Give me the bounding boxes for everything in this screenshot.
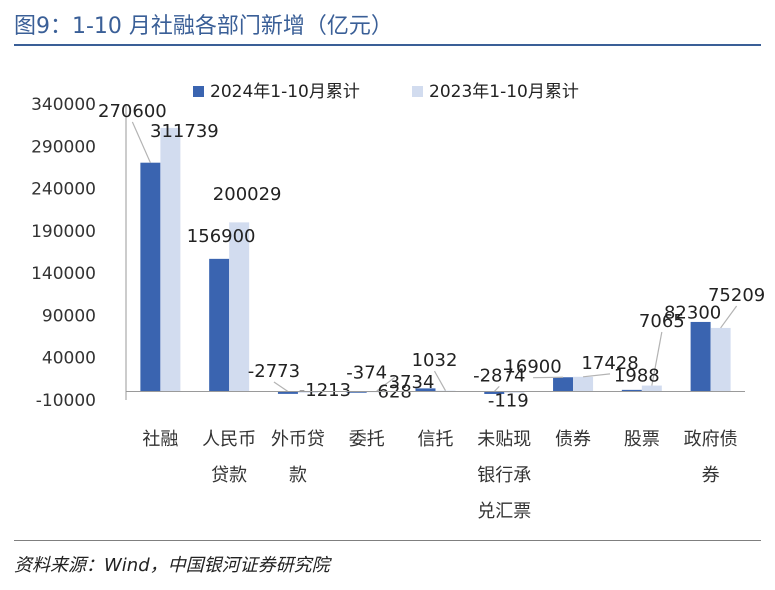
- legend-label: 2023年1-10月累计: [429, 82, 579, 102]
- data-label: -2773: [248, 361, 300, 382]
- y-tick-label: 240000: [31, 180, 96, 200]
- data-label: 82300: [664, 302, 721, 323]
- category-label: 人民币: [202, 429, 256, 450]
- data-label: -119: [488, 391, 529, 412]
- leader-line: [493, 385, 500, 392]
- leader-line: [720, 305, 738, 329]
- bar: [641, 385, 662, 392]
- data-label: 16900: [504, 357, 561, 378]
- category-label: 股票: [624, 429, 660, 450]
- y-tick-label: 40000: [42, 349, 96, 369]
- data-label: 17428: [581, 353, 638, 374]
- data-label: 1032: [412, 350, 458, 371]
- y-tick-label: 190000: [31, 222, 96, 242]
- bar: [710, 327, 731, 392]
- category-label: 款: [289, 465, 307, 486]
- leader-line: [582, 373, 611, 378]
- bar: [573, 376, 594, 392]
- bar: [621, 389, 642, 392]
- y-tick-label: 90000: [42, 306, 96, 326]
- figure-title: 图9：1-10 月社融各部门新增（亿元）: [14, 14, 393, 39]
- bar: [277, 391, 298, 394]
- y-tick-label: 140000: [31, 264, 96, 284]
- category-label: 信托: [418, 429, 454, 450]
- bar: [229, 222, 250, 392]
- leader-line: [433, 370, 447, 391]
- y-tick-label: 340000: [31, 95, 96, 115]
- category-label: 政府债: [684, 429, 738, 450]
- bar: [553, 377, 574, 392]
- leader-line: [131, 121, 151, 163]
- data-label: -374: [346, 362, 387, 383]
- category-label: 贷款: [211, 465, 247, 486]
- y-tick-label: -10000: [36, 391, 96, 411]
- source-note: 资料来源：Wind，中国银河证券研究院: [14, 555, 330, 576]
- leader-line: [273, 381, 289, 393]
- bar: [160, 127, 181, 392]
- category-label: 委托: [349, 429, 385, 450]
- data-label: -1213: [299, 380, 351, 401]
- bar-chart: -10000 40000 90000 140000 190000 240000 290000…: [31, 82, 765, 522]
- bar: [484, 391, 505, 394]
- data-label: 75209: [708, 285, 765, 306]
- category-label: 券: [702, 465, 720, 486]
- data-label: 270600: [98, 101, 167, 122]
- legend-swatch: [193, 86, 204, 97]
- leader-line: [376, 376, 396, 392]
- bar: [297, 391, 318, 393]
- title-divider: [14, 44, 761, 46]
- bar: [209, 258, 230, 392]
- bar: [140, 162, 161, 392]
- data-label: 200029: [213, 184, 282, 205]
- data-label: -2874: [473, 365, 525, 386]
- legend-label: 2024年1-10月累计: [210, 82, 360, 102]
- data-label: 1988: [614, 365, 660, 386]
- category-label: 社融: [142, 429, 178, 450]
- y-tick-label: 290000: [31, 137, 96, 157]
- bar: [504, 391, 525, 393]
- data-label: 156900: [187, 226, 256, 247]
- y-axis: -10000 40000 90000 140000 190000 240000 290000…: [31, 95, 127, 411]
- legend-swatch: [412, 86, 423, 97]
- category-label: 银行承: [477, 465, 531, 486]
- category-label: 兑汇票: [477, 501, 531, 522]
- leader-line: [651, 331, 663, 386]
- legend: 2024年1-10月累计 2023年1-10月累计: [193, 82, 579, 102]
- data-label: 311739: [150, 121, 219, 142]
- source-divider: [14, 540, 761, 541]
- bars: [140, 127, 731, 394]
- category-label: 外币贷: [271, 429, 325, 450]
- category-label: 未贴现: [477, 429, 531, 450]
- label-leader-lines: [131, 121, 738, 393]
- bar: [346, 391, 367, 393]
- bar: [690, 321, 711, 392]
- data-label: 7065: [639, 311, 685, 332]
- data-label: 3734: [389, 372, 435, 393]
- category-label: 债券: [555, 429, 591, 450]
- bar: [415, 388, 436, 392]
